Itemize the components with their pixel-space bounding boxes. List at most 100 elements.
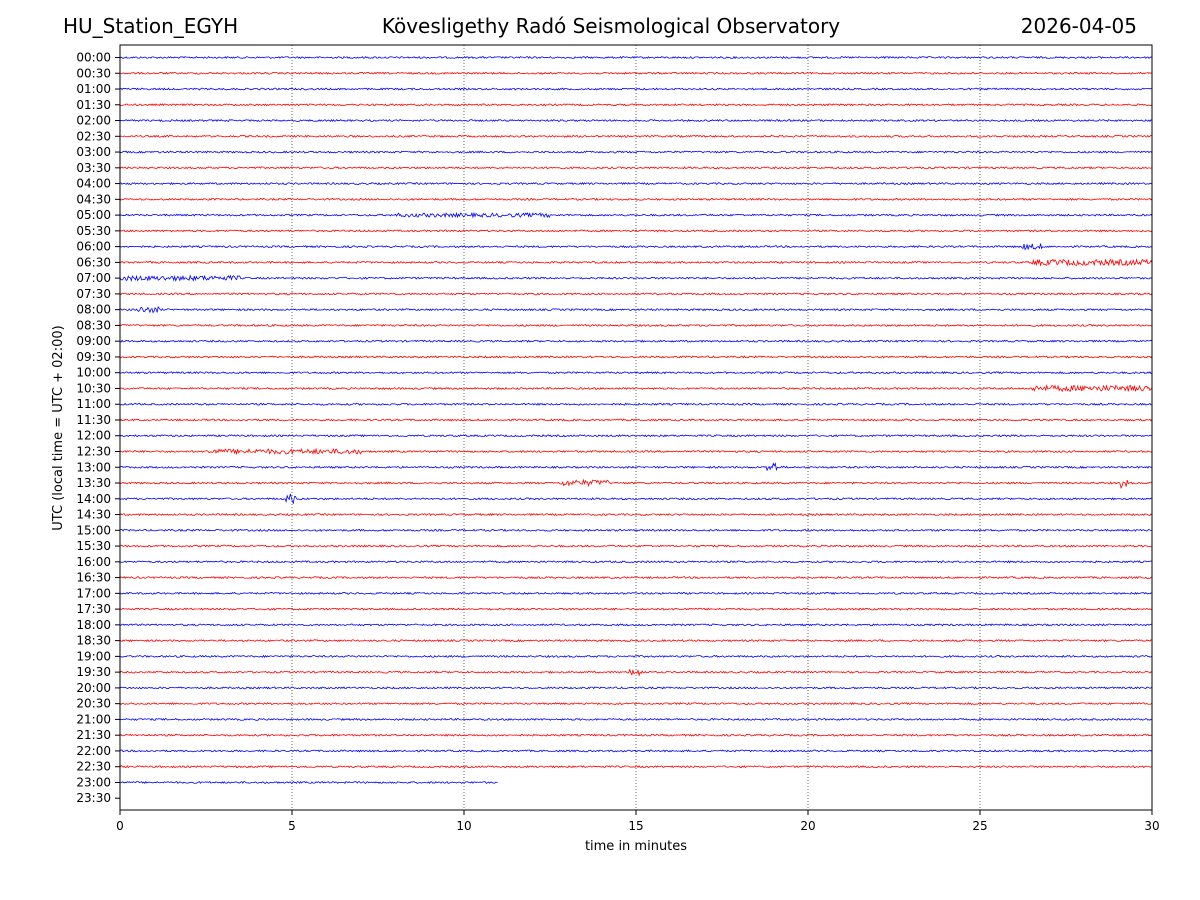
trace-1630 <box>119 576 1153 580</box>
trace-0000 <box>119 55 1153 60</box>
trace-1300 <box>119 462 1153 472</box>
trace-1730 <box>119 607 1153 611</box>
trace-2030 <box>119 702 1153 706</box>
trace-0430 <box>119 197 1153 201</box>
trace-0200 <box>119 118 1153 123</box>
trace-1230 <box>119 447 1153 456</box>
trace-1800 <box>119 623 1153 627</box>
y-tick-label: 01:00 <box>76 82 111 96</box>
trace-0800 <box>119 305 1153 314</box>
y-tick-label: 11:00 <box>76 397 111 411</box>
trace-0400 <box>119 181 1153 186</box>
y-tick-label: 15:00 <box>76 523 111 537</box>
y-tick-label: 18:30 <box>76 634 111 648</box>
y-tick-label: 22:30 <box>76 760 111 774</box>
y-tick-label: 14:30 <box>76 508 111 522</box>
grid-lines <box>291 45 981 810</box>
y-tick-label: 08:30 <box>76 318 111 332</box>
trace-1330 <box>119 478 1153 490</box>
trace-2230 <box>119 765 1153 769</box>
y-tick-label: 19:00 <box>76 649 111 663</box>
trace-2200 <box>119 749 1153 753</box>
y-tick-label: 09:30 <box>76 350 111 364</box>
y-tick-label: 01:30 <box>76 98 111 112</box>
trace-1700 <box>119 591 1153 596</box>
trace-0700 <box>119 274 1153 282</box>
trace-2300 <box>119 780 498 785</box>
station-name: HU_Station_EGYH <box>63 14 239 38</box>
y-tick-label: 05:30 <box>76 224 111 238</box>
x-tick-label: 0 <box>116 819 124 833</box>
trace-1400 <box>119 493 1153 505</box>
trace-1930 <box>119 668 1153 677</box>
trace-1500 <box>119 528 1153 532</box>
trace-1830 <box>119 639 1153 643</box>
x-tick-label: 30 <box>1144 819 1159 833</box>
y-tick-label: 20:00 <box>76 681 111 695</box>
x-tick-label: 5 <box>288 819 296 833</box>
y-tick-label: 16:30 <box>76 571 111 585</box>
y-tick-label: 15:30 <box>76 539 111 553</box>
y-tick-label: 07:00 <box>76 271 111 285</box>
x-tick-label: 10 <box>456 819 471 833</box>
trace-2000 <box>119 686 1153 690</box>
trace-1130 <box>119 418 1153 422</box>
y-tick-label: 10:30 <box>76 381 111 395</box>
plot-date: 2026-04-05 <box>1020 14 1137 38</box>
observatory-title: Kövesligethy Radó Seismological Observat… <box>381 14 841 38</box>
y-tick-label: 13:00 <box>76 460 111 474</box>
y-tick-label: 20:30 <box>76 697 111 711</box>
y-tick-label: 06:30 <box>76 255 111 269</box>
x-tick-label: 25 <box>972 819 987 833</box>
trace-1030 <box>119 384 1153 393</box>
trace-0530 <box>119 229 1153 233</box>
trace-0030 <box>119 71 1153 75</box>
y-tick-label: 00:30 <box>76 66 111 80</box>
trace-2100 <box>119 717 1153 721</box>
trace-0930 <box>119 355 1153 359</box>
y-tick-label: 09:00 <box>76 334 111 348</box>
y-tick-label: 03:00 <box>76 145 111 159</box>
y-tick-label: 04:30 <box>76 192 111 206</box>
trace-1900 <box>119 654 1153 658</box>
y-tick-label: 14:00 <box>76 492 111 506</box>
y-tick-label: 08:00 <box>76 303 111 317</box>
x-axis-label: time in minutes <box>585 839 687 854</box>
trace-1100 <box>119 402 1153 406</box>
trace-0130 <box>119 103 1153 107</box>
trace-0630 <box>119 258 1153 267</box>
trace-0300 <box>119 150 1153 154</box>
y-tick-label: 22:00 <box>76 744 111 758</box>
y-tick-label: 07:30 <box>76 287 111 301</box>
trace-2130 <box>119 733 1153 737</box>
y-tick-label: 04:00 <box>76 177 111 191</box>
y-tick-label: 10:00 <box>76 366 111 380</box>
y-tick-label: 00:00 <box>76 51 111 65</box>
y-tick-label: 17:30 <box>76 602 111 616</box>
trace-0500 <box>119 211 1153 219</box>
y-tick-label: 02:30 <box>76 129 111 143</box>
trace-1000 <box>119 371 1153 375</box>
trace-0230 <box>119 134 1153 138</box>
x-tick-label: 20 <box>800 819 815 833</box>
trace-0900 <box>119 339 1153 343</box>
trace-0100 <box>119 87 1153 91</box>
y-tick-label: 13:30 <box>76 476 111 490</box>
y-tick-label: 12:00 <box>76 429 111 443</box>
y-tick-label: 06:00 <box>76 240 111 254</box>
trace-0600 <box>119 243 1153 251</box>
y-tick-label: 11:30 <box>76 413 111 427</box>
y-tick-label: 18:00 <box>76 618 111 632</box>
trace-1530 <box>119 544 1153 548</box>
trace-1200 <box>119 434 1153 438</box>
trace-0330 <box>119 166 1153 170</box>
trace-0830 <box>119 323 1153 328</box>
seismic-traces <box>119 55 1153 785</box>
trace-1600 <box>119 560 1153 564</box>
x-axis-ticks: 0 5 10 15 20 25 30 <box>116 810 1160 833</box>
trace-0730 <box>119 292 1153 296</box>
y-tick-label: 12:30 <box>76 445 111 459</box>
x-tick-label: 15 <box>628 819 643 833</box>
